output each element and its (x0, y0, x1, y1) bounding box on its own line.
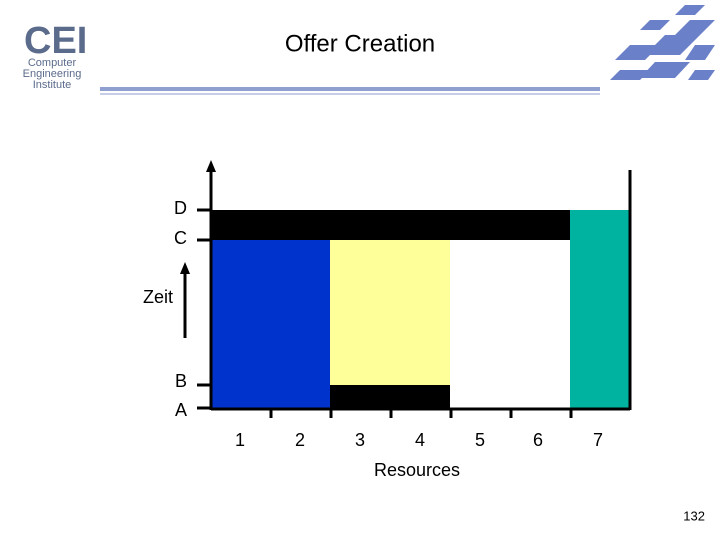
arrowhead (206, 160, 216, 172)
block (211, 210, 570, 240)
resource-label: 7 (593, 430, 603, 450)
resource-label: 3 (355, 430, 365, 450)
arrowhead (180, 262, 190, 274)
header-rule (100, 93, 600, 95)
time-label: D (174, 198, 187, 218)
logo-line: Engineering (23, 68, 82, 80)
time-label: Zeit (143, 287, 173, 307)
block (330, 240, 450, 385)
time-label: C (174, 228, 187, 248)
time-label: B (175, 371, 187, 391)
block (570, 210, 630, 408)
time-label: A (175, 400, 187, 420)
title: Offer Creation (285, 30, 435, 57)
axes (183, 170, 632, 418)
page-number: 132 (683, 508, 705, 523)
x-axis-label: Resources (374, 460, 460, 480)
block (330, 385, 450, 408)
block (211, 240, 330, 408)
logo-mark: CEI (24, 20, 87, 62)
corner-pattern (610, 5, 715, 80)
resource-label: 5 (475, 430, 485, 450)
resource-label: 2 (295, 430, 305, 450)
header-rule (100, 87, 600, 91)
logo-line: Institute (33, 79, 72, 91)
resource-label: 6 (533, 430, 543, 450)
logo-line: Computer (28, 57, 77, 69)
resource-label: 1 (235, 430, 245, 450)
resource-label: 4 (415, 430, 425, 450)
